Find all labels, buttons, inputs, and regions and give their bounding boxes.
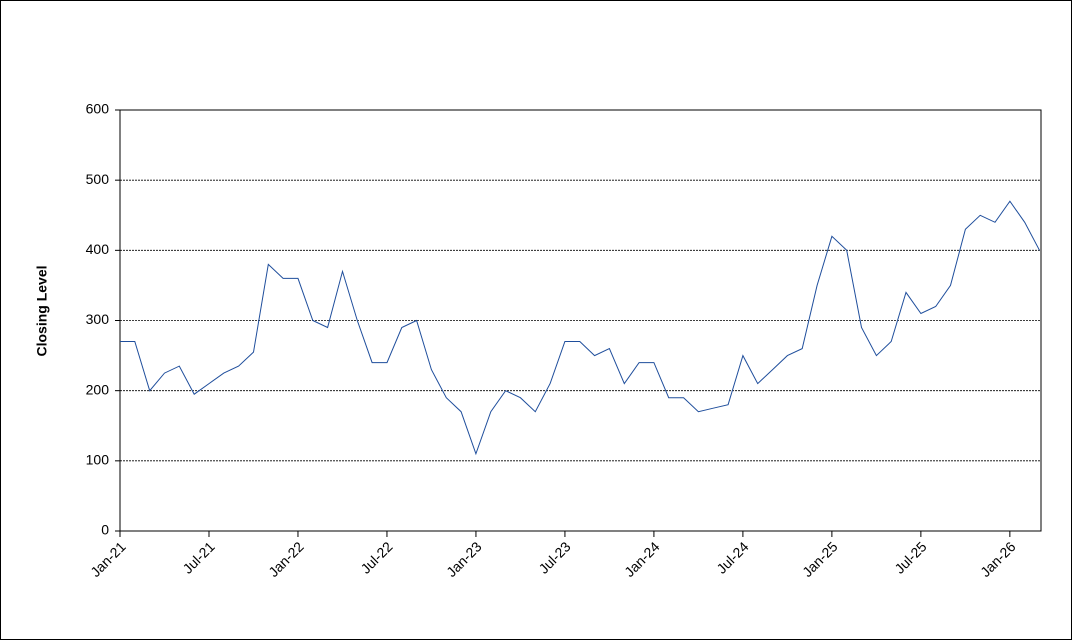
y-tick-label: 300 [86, 311, 110, 327]
data-line [120, 200, 1040, 456]
y-tick-label: 400 [86, 241, 110, 257]
y-axis-label: Closing Level [34, 265, 50, 356]
y-tick-label: 100 [86, 452, 110, 468]
y-tick-label: 600 [86, 101, 110, 117]
plot-area [119, 109, 1042, 532]
y-tick-label: 0 [101, 522, 109, 538]
y-tick-label: 200 [86, 381, 110, 397]
y-tick-label: 500 [86, 171, 110, 187]
